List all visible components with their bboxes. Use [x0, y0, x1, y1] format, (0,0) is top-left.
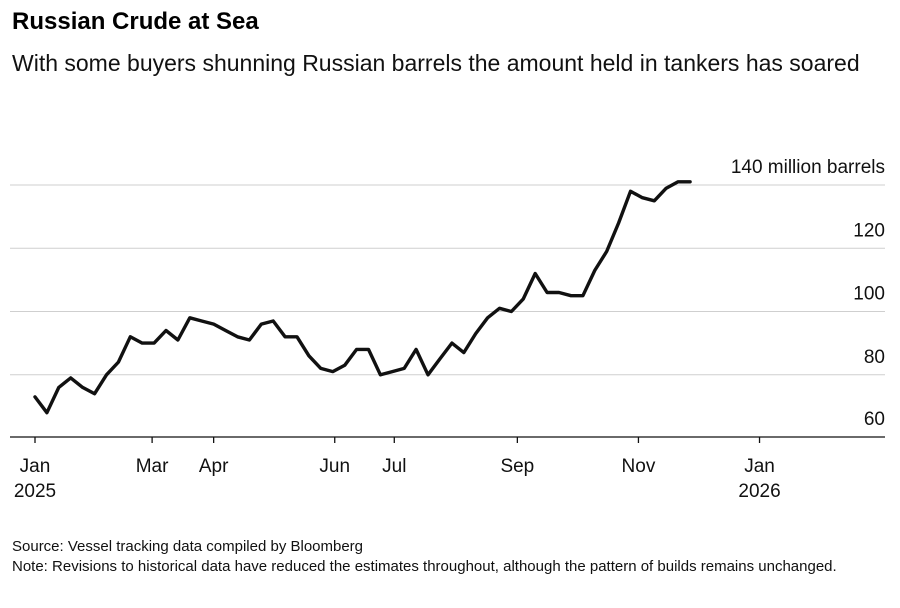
series-line-0	[33, 180, 692, 415]
y-tick-label: 80	[864, 347, 885, 368]
y-tick-label: 60	[864, 409, 885, 430]
x-tick-year-label: 2025	[14, 481, 56, 502]
x-tick-label: Jun	[319, 456, 350, 477]
chart-title: Russian Crude at Sea	[12, 8, 259, 35]
y-tick-label: 140 million barrels	[731, 157, 885, 178]
y-tick-label: 100	[853, 284, 885, 305]
x-tick-year-label: 2026	[738, 481, 780, 502]
x-tick-label: Jan	[744, 456, 775, 477]
gridlines	[10, 184, 885, 376]
source-note: Source: Vessel tracking data compiled by…	[12, 538, 364, 555]
chart-subtitle: With some buyers shunning Russian barrel…	[12, 50, 860, 76]
y-tick-label: 120	[853, 220, 885, 241]
x-tick-label: Jul	[382, 456, 406, 477]
y-axis-labels: 60 80 100 120 140 million barrels	[731, 157, 885, 430]
x-tick-label: Mar	[136, 456, 169, 477]
x-tick-label: Jan	[20, 456, 51, 477]
x-tick-label: Sep	[500, 456, 534, 477]
x-tick-label: Apr	[199, 456, 229, 477]
series-group	[33, 180, 692, 415]
methodology-note: Note: Revisions to historical data have …	[12, 558, 837, 575]
x-axis: Jan 2025 Mar Apr Jun Jul Sep Nov Jan 2026	[10, 436, 885, 502]
line-chart: 60 80 100 120 140 million barrels Jan 2025 Mar…	[10, 157, 885, 502]
x-tick-label: Nov	[622, 456, 656, 477]
